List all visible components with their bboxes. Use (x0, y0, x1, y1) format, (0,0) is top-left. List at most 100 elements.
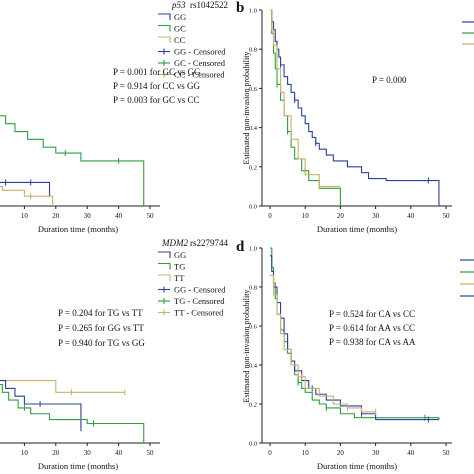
panel-c-series-GG-line (0, 380, 82, 432)
panel-a-annotation-3: P = 0.003 for GC vs CC (113, 95, 200, 105)
panel-c-legend-label: TG (174, 262, 185, 272)
panel-b-plot (270, 9, 440, 206)
panel-d-legend-fragment (460, 259, 474, 297)
panel-a-legend-swatch (158, 13, 171, 20)
panel-a-xlabel: Duration time (months) (38, 224, 118, 234)
panel-b-x-tick-label: 30 (372, 212, 380, 220)
panel-d-x-tick-label: 0 (268, 449, 272, 457)
panel-c-annotation-1: P = 0.204 for TG vs TT (58, 308, 143, 318)
panel-c-legend-swatch (158, 274, 171, 281)
panel-b-y-tick-label: 0.4 (249, 125, 258, 132)
panel-a-x-tick-label: 10 (21, 212, 29, 220)
panel-d-annotation-1: P = 0.524 for CA vs CC (329, 309, 415, 319)
panel-c-series-TT-line (0, 380, 125, 393)
panel-c-x-ticks: 10 20 30 40 50 (21, 443, 154, 457)
panel-a-legend-label: GC (174, 24, 186, 34)
panel-c-x-tick-label: 30 (84, 449, 92, 457)
panel-d-annotation-3: P = 0.938 for CA vs AA (329, 337, 416, 347)
panel-d-y-tick-label: 0.2 (249, 402, 257, 409)
panel-c-legend-label: GG - Censored (174, 285, 226, 295)
panel-d-label: d (236, 239, 245, 255)
panel-c-annotation-2: P = 0.265 for GG vs TT (58, 323, 144, 333)
panel-a-legend-swatch (158, 24, 171, 32)
panel-b-x-tick-label: 10 (302, 212, 310, 220)
panel-a-annotation-1: P = 0.001 for GC vs GG (113, 67, 201, 77)
panel-c-x-tick-label: 20 (52, 449, 60, 457)
panel-d-y-tick-label: 0.4 (249, 363, 258, 370)
panel-d-x-tick-label: 10 (302, 449, 310, 457)
panel-c-plot (0, 380, 145, 443)
panel-d-x-tick-label: 30 (372, 449, 380, 457)
panel-b-xlabel: Duration time (months) (317, 224, 397, 234)
panel-b-ticks: 0 10 20 30 40 50 0.0 0.2 0.4 0.6 0.8 1.0 (249, 8, 450, 221)
panel-b-ylabel: Estimated non-invasion probability (242, 52, 251, 165)
panel-a-x-tick-label: 40 (115, 212, 123, 220)
panel-a-x-tick-label: 50 (147, 212, 155, 220)
panel-d-xlabel: Duration time (months) (317, 461, 397, 471)
panel-b-y-tick-label: 0.6 (249, 86, 258, 93)
panel-a-x-ticks: 10 20 30 40 50 (21, 206, 154, 220)
panel-b-label: b (236, 0, 244, 16)
panel-a-plot (0, 115, 145, 206)
panel-b-annotation-1: P = 0.000 (372, 75, 407, 85)
panel-a-title-snp: rs1042522 (190, 0, 228, 10)
panel-d-y-tick-label: 0.0 (249, 441, 257, 448)
panel-a-series-GC-line (0, 115, 145, 206)
panel-d-y-tick-label: 1.0 (249, 246, 257, 253)
panel-d-ticks: 0 10 20 30 40 50 0.0 0.2 0.4 0.6 0.8 1.0 (249, 246, 450, 458)
panel-b-y-tick-label: 0.2 (249, 164, 257, 171)
panel-c-x-tick-label: 50 (147, 449, 155, 457)
panel-c-legend-label: GG (174, 250, 186, 260)
panel-d: d 0 10 20 30 40 50 0.0 0.2 0.4 0.6 0.8 1.0 Estimate… (236, 239, 474, 471)
panel-a-legend-label: CC (174, 35, 186, 45)
panel-a-legend-label: GG - Censored (174, 47, 226, 57)
panel-a-legend-label: CC - Censored (174, 70, 225, 80)
panel-b-legend-fragment (462, 21, 474, 45)
panel-b-x-tick-label: 40 (407, 212, 415, 220)
panel-d-x-tick-label: 50 (443, 449, 451, 457)
panel-b-x-tick-label: 0 (268, 212, 272, 220)
panel-a-x-tick-label: 20 (52, 212, 60, 220)
panel-d-ylabel: Estimated non-invasion probability (242, 290, 251, 403)
panel-d-annotation-2: P = 0.614 for AA vs CC (329, 323, 415, 333)
panel-d-plot (270, 247, 440, 423)
panel-d-y-tick-label: 0.8 (249, 285, 257, 292)
panel-a-legend-swatch (158, 36, 171, 43)
panel-a: 10 20 30 40 50 Duration time (months) p53 rs… (0, 0, 228, 234)
panel-d-x-tick-label: 40 (407, 449, 415, 457)
panel-d-series-2-line (270, 274, 376, 413)
panel-c-xlabel: Duration time (months) (38, 461, 118, 471)
panel-b: b 0 10 20 30 40 50 0.0 0.2 0.4 0.6 0.8 1.0 Estimate… (236, 0, 452, 234)
panel-c-x-tick-label: 10 (21, 449, 29, 457)
panel-b-y-tick-label: 0.8 (249, 47, 257, 54)
panel-c-title-gene: MDM2 (161, 238, 188, 248)
panel-a-title-gene: p53 (171, 0, 186, 10)
panel-b-series-1-line (270, 9, 341, 206)
panel-d-series-0-line (270, 247, 440, 420)
panel-c-legend-swatch (158, 262, 171, 270)
panel-c: 10 20 30 40 50 Duration time (months) MDM2 r… (0, 238, 228, 471)
panel-c-title-snp: rs2279744 (190, 238, 228, 248)
panel-b-y-tick-label: 1.0 (249, 8, 257, 15)
panel-a-legend-label: GG (174, 12, 186, 22)
panel-a-series-CC-line (0, 185, 54, 206)
panel-c-annotation-3: P = 0.940 for TG vs GG (58, 338, 145, 348)
panel-d-series-1-line (270, 255, 439, 421)
panel-b-series-0-line (270, 9, 440, 206)
panel-b-y-tick-label: 0.0 (249, 204, 257, 211)
panel-b-x-tick-label: 20 (337, 212, 345, 220)
panel-b-series-2-line (270, 9, 341, 187)
panel-b-x-tick-label: 50 (443, 212, 451, 220)
panel-d-x-tick-label: 20 (337, 449, 345, 457)
panel-c-x-tick-label: 40 (115, 449, 123, 457)
panel-d-y-tick-label: 0.6 (249, 324, 258, 331)
panel-a-x-tick-label: 30 (84, 212, 92, 220)
panel-a-annotation-2: P = 0.914 for CC vs GG (113, 81, 200, 91)
panel-c-legend-swatch (158, 251, 171, 258)
panel-c-series-TG-line (0, 383, 145, 443)
panel-a-legend-label: GC - Censored (174, 58, 226, 68)
panel-c-legend-label: TG - Censored (174, 296, 225, 306)
panel-c-legend-label: TT - Censored (174, 308, 224, 318)
